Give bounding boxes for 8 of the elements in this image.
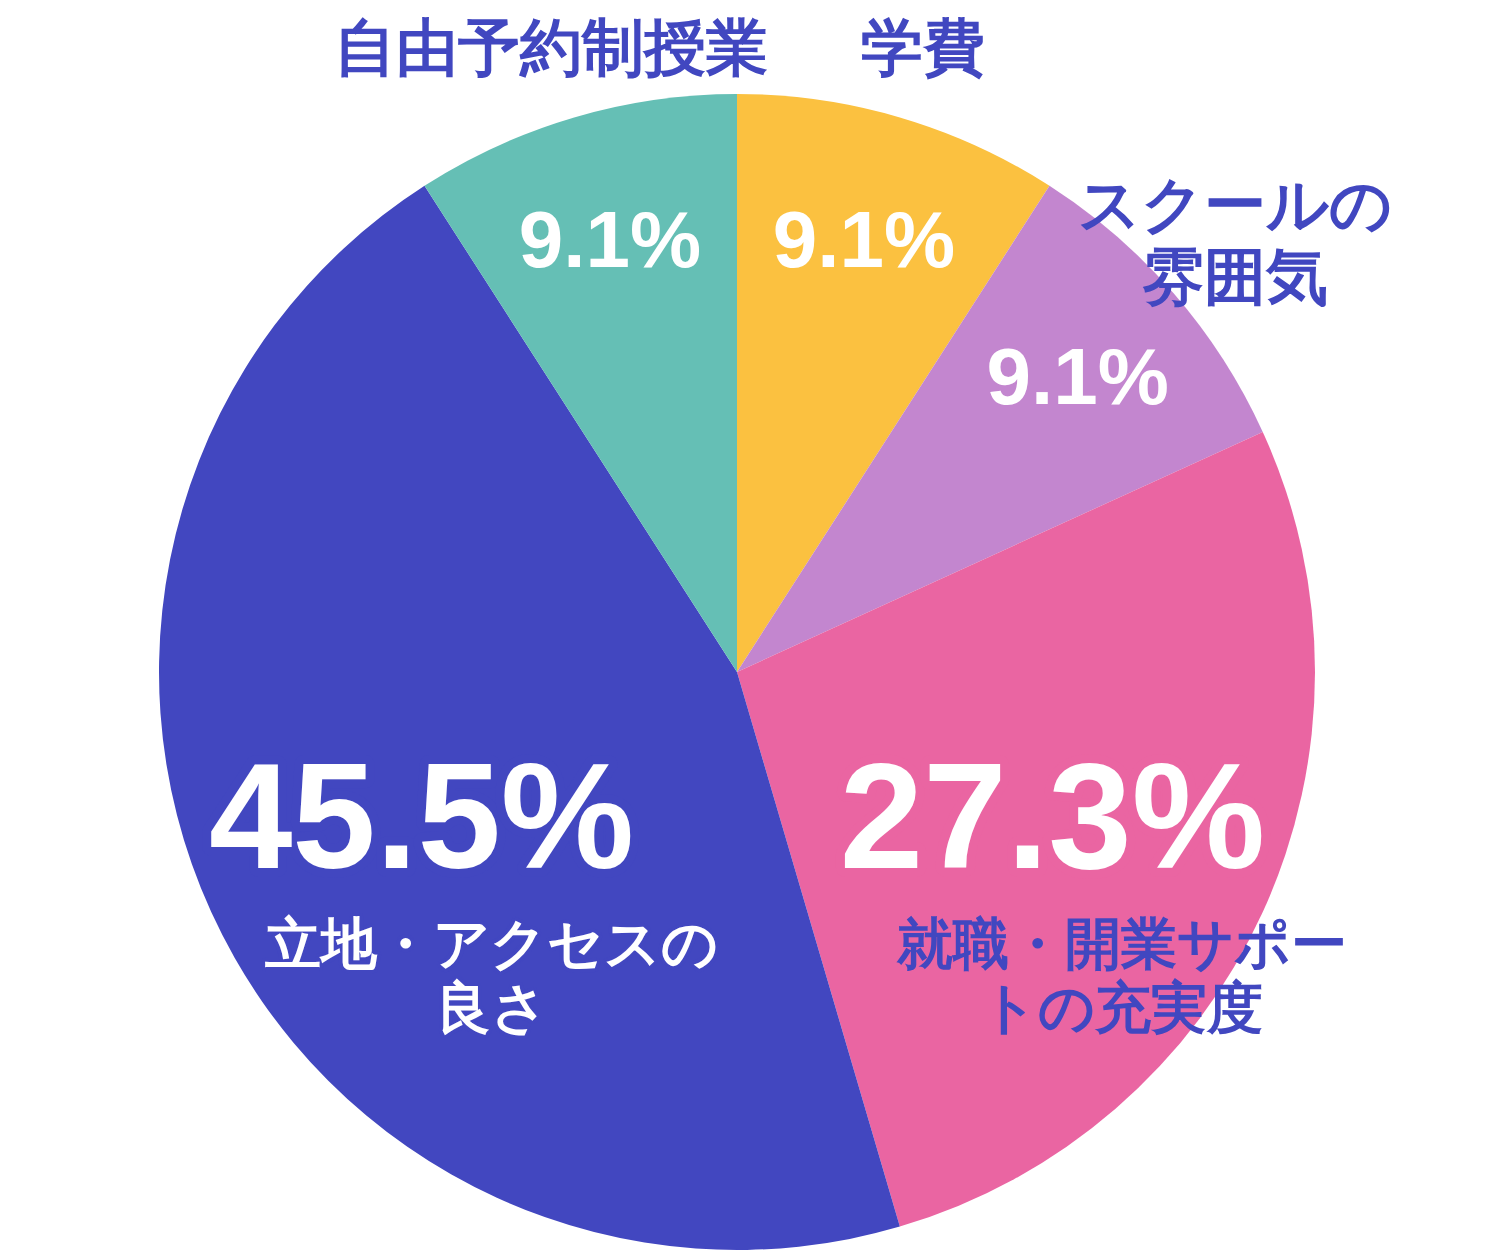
data-label: 27.3%: [839, 732, 1266, 901]
slice-label: 立地・アクセスの良さ: [264, 910, 720, 1041]
slice-label: 自由予約制授業: [334, 11, 769, 85]
slice-label: 学費: [860, 11, 985, 85]
data-label: 9.1%: [772, 194, 956, 284]
data-label: 9.1%: [986, 332, 1169, 422]
data-label: 9.1%: [518, 194, 702, 284]
data-label: 45.5%: [208, 732, 635, 901]
